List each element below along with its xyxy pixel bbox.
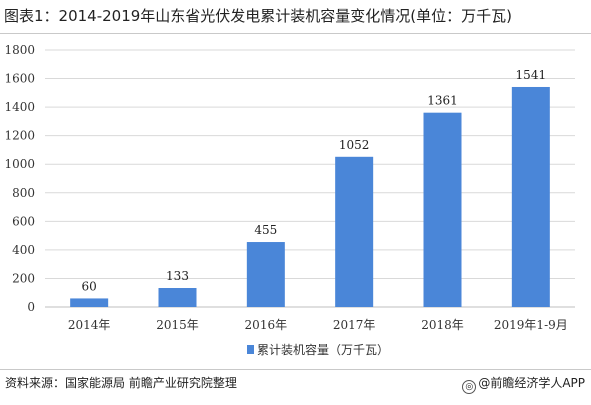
x-tick-label: 2019年1-9月 bbox=[494, 318, 568, 332]
bar bbox=[335, 156, 374, 307]
source-note: 资料来源：国家能源局 前瞻产业研究院整理 bbox=[5, 376, 237, 390]
x-tick-label: 2018年 bbox=[421, 318, 464, 332]
x-tick-label: 2016年 bbox=[245, 318, 288, 332]
bar bbox=[158, 288, 197, 307]
y-tick-label: 1600 bbox=[4, 72, 35, 86]
x-tick-label: 2015年 bbox=[156, 318, 199, 332]
brand-text: @前瞻经济学人APP bbox=[478, 376, 585, 390]
y-tick-label: 1000 bbox=[4, 157, 35, 171]
data-label: 1361 bbox=[427, 94, 458, 108]
data-label: 60 bbox=[82, 279, 97, 293]
bar bbox=[246, 242, 285, 307]
legend-swatch bbox=[247, 345, 254, 354]
data-label: 133 bbox=[166, 269, 189, 283]
globe-icon: ◎ bbox=[462, 380, 477, 394]
bar bbox=[511, 86, 550, 307]
y-tick-label: 400 bbox=[12, 243, 35, 257]
brand-credit: ◎ @前瞻经济学人APP bbox=[462, 372, 585, 394]
x-tick-label: 2014年 bbox=[68, 318, 111, 332]
y-tick-label: 800 bbox=[12, 186, 35, 200]
y-tick-label: 0 bbox=[27, 300, 35, 314]
y-tick-label: 200 bbox=[12, 271, 35, 285]
chart-title: 图表1：2014-2019年山东省光伏发电累计装机容量变化情况(单位：万千瓦) bbox=[4, 7, 513, 25]
bar bbox=[70, 298, 109, 307]
y-tick-label: 1400 bbox=[4, 100, 35, 114]
footer-divider bbox=[0, 369, 591, 370]
y-tick-label: 1200 bbox=[4, 129, 35, 143]
y-tick-label: 1800 bbox=[4, 43, 35, 57]
data-label: 1052 bbox=[339, 138, 370, 152]
legend-label: 累计装机容量（万千瓦） bbox=[257, 342, 389, 357]
bar-chart: 0 200 400 600 800 1000 1200 1400 1600 1800 60 2014年… bbox=[4, 43, 575, 357]
data-label: 455 bbox=[254, 223, 277, 237]
bar bbox=[423, 112, 462, 307]
y-tick-label: 600 bbox=[12, 214, 35, 228]
data-label: 1541 bbox=[516, 68, 547, 82]
title-divider bbox=[0, 33, 591, 34]
x-tick-label: 2017年 bbox=[333, 318, 376, 332]
